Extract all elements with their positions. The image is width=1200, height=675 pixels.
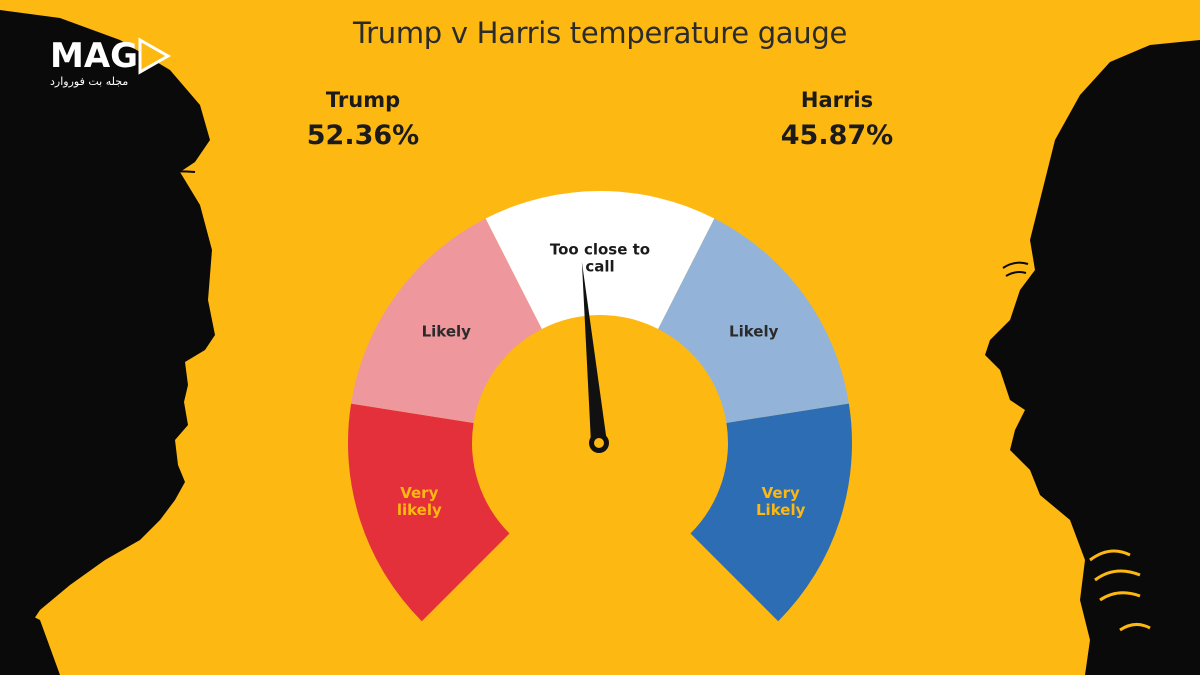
gauge-label-3: Too close to call — [550, 241, 650, 276]
brand-logo[interactable]: MAG مجله بت فوروارد — [50, 36, 172, 88]
play-icon — [138, 37, 172, 75]
gauge-label-5: Very Likely — [756, 484, 806, 519]
chart-title: Trump v Harris temperature gauge — [352, 16, 848, 50]
logo-row: MAG — [50, 36, 172, 76]
gauge-segment-2 — [351, 218, 542, 423]
needle-pointer — [581, 261, 607, 444]
gauge-segment-4 — [658, 218, 849, 423]
harris-percentage: 45.87% — [780, 120, 894, 151]
trump-suit — [0, 600, 60, 675]
gauge-label-1: Very likely — [397, 484, 442, 519]
gauge-label-2: Likely — [422, 322, 472, 340]
gauge-labels: Very likely Likely Too close to call Likely Ve… — [397, 241, 806, 520]
logo-tagline: مجله بت فوروارد — [50, 75, 129, 88]
harris-lashes — [1002, 261, 1029, 277]
gauge-segment-1 — [347, 403, 510, 622]
gauge-segment-5 — [690, 403, 852, 622]
gauge-needle — [581, 261, 609, 453]
gauge-label-4: Likely — [729, 322, 779, 340]
gauge-segment-3 — [485, 191, 715, 329]
gauge — [347, 191, 852, 622]
trump-label: Trump — [325, 88, 401, 112]
trump-percentage: 52.36% — [306, 120, 420, 151]
trump-silhouette — [0, 10, 215, 675]
harris-label: Harris — [800, 88, 874, 112]
harris-silhouette — [985, 0, 1200, 675]
logo-wordmark: MAG — [50, 36, 139, 76]
harris-necklace — [1089, 549, 1151, 632]
needle-hub-center — [594, 438, 604, 448]
trump-hair-wisp — [129, 161, 196, 176]
